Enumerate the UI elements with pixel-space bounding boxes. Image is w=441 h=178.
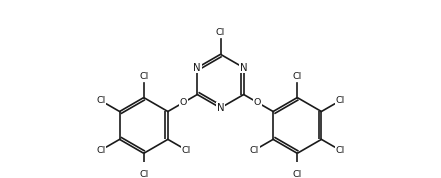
Text: Cl: Cl — [216, 28, 225, 37]
Text: N: N — [194, 63, 201, 73]
Text: Cl: Cl — [97, 96, 106, 105]
Text: Cl: Cl — [293, 72, 302, 81]
Text: Cl: Cl — [182, 146, 191, 155]
Text: O: O — [254, 98, 262, 107]
Text: Cl: Cl — [97, 146, 106, 155]
Text: Cl: Cl — [139, 72, 148, 81]
Text: Cl: Cl — [335, 96, 344, 105]
Text: O: O — [179, 98, 187, 107]
Text: Cl: Cl — [293, 170, 302, 178]
Text: Cl: Cl — [250, 146, 259, 155]
Text: N: N — [240, 63, 247, 73]
Text: N: N — [217, 103, 224, 113]
Text: Cl: Cl — [335, 146, 344, 155]
Text: Cl: Cl — [139, 170, 148, 178]
